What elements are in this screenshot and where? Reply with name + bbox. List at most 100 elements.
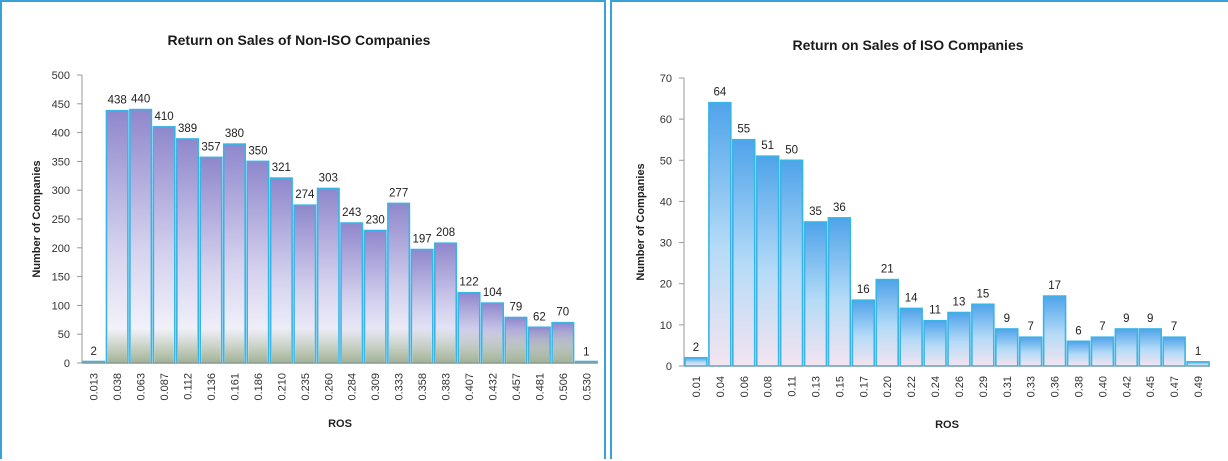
bar bbox=[779, 159, 804, 367]
data-label: 9 bbox=[1147, 313, 1153, 325]
x-tick-label: 0.013 bbox=[89, 373, 101, 401]
bar bbox=[1186, 361, 1210, 367]
data-label: 36 bbox=[833, 202, 846, 214]
x-tick-label: 0.235 bbox=[300, 373, 312, 401]
x-tick-label: 0.24 bbox=[930, 376, 942, 397]
bar bbox=[152, 126, 176, 364]
bar bbox=[684, 356, 708, 367]
data-label: 1 bbox=[1195, 346, 1201, 358]
data-label: 7 bbox=[1171, 321, 1177, 333]
bar-base-shade bbox=[84, 361, 104, 363]
bar-base-shade bbox=[201, 328, 221, 363]
data-label: 50 bbox=[785, 144, 798, 156]
x-tick-label: 0.04 bbox=[715, 376, 727, 397]
y-axis-label: Number of Companies bbox=[31, 160, 43, 277]
y-tick-label: 60 bbox=[660, 114, 672, 126]
y-tick-label: 20 bbox=[660, 279, 672, 291]
data-label: 14 bbox=[905, 292, 918, 304]
data-label: 79 bbox=[510, 301, 523, 313]
y-tick-label: 100 bbox=[52, 300, 70, 312]
bar-base-shade bbox=[459, 328, 479, 363]
bar bbox=[1042, 295, 1067, 367]
data-label: 243 bbox=[342, 207, 361, 219]
bar bbox=[129, 108, 153, 364]
bar bbox=[1162, 336, 1186, 367]
data-label: 277 bbox=[389, 187, 408, 199]
bar-base-shade bbox=[529, 328, 550, 363]
data-label: 17 bbox=[1048, 280, 1061, 292]
data-label: 1 bbox=[583, 346, 589, 358]
data-label: 35 bbox=[809, 206, 822, 218]
x-tick-label: 0.038 bbox=[112, 373, 124, 401]
data-label: 21 bbox=[881, 264, 894, 276]
data-label: 230 bbox=[366, 215, 385, 227]
bar-base-shade bbox=[130, 328, 151, 363]
x-tick-label: 0.47 bbox=[1169, 376, 1181, 397]
non-iso-chart: Return on Sales of Non-ISO Companies Numb… bbox=[31, 32, 598, 430]
x-tick-label: 0.15 bbox=[834, 376, 846, 397]
x-tick-label: 0.31 bbox=[1002, 376, 1014, 397]
y-tick-label: 30 bbox=[660, 238, 672, 250]
chart-title: Return on Sales of Non-ISO Companies bbox=[168, 32, 431, 48]
data-label: 321 bbox=[272, 162, 291, 174]
data-label: 274 bbox=[295, 189, 315, 201]
bar bbox=[803, 221, 828, 367]
x-tick-label: 0.358 bbox=[417, 373, 429, 401]
bar bbox=[1090, 336, 1115, 367]
x-tick-label: 0.309 bbox=[370, 373, 382, 401]
x-tick-label: 0.20 bbox=[882, 376, 894, 397]
bar-base-shade bbox=[295, 328, 315, 363]
data-label: 389 bbox=[178, 123, 197, 135]
x-tick-label: 0.136 bbox=[206, 373, 218, 401]
bar bbox=[1066, 340, 1091, 367]
bar bbox=[1018, 336, 1043, 367]
data-label: 62 bbox=[533, 311, 546, 323]
data-label: 440 bbox=[131, 94, 150, 106]
x-tick-label: 0.530 bbox=[581, 373, 593, 401]
x-tick-label: 0.38 bbox=[1074, 376, 1086, 397]
bar bbox=[851, 299, 876, 367]
x-tick-label: 0.26 bbox=[954, 376, 966, 397]
data-label: 7 bbox=[1027, 321, 1033, 333]
x-tick-label: 0.407 bbox=[464, 373, 476, 401]
x-tick-label: 0.08 bbox=[763, 376, 775, 397]
x-axis-label: ROS bbox=[328, 418, 352, 430]
y-tick-label: 50 bbox=[660, 155, 672, 167]
x-tick-label: 0.42 bbox=[1121, 376, 1133, 397]
y-tick-label: 300 bbox=[52, 185, 70, 197]
data-label: 303 bbox=[319, 172, 338, 184]
x-tick-label: 0.383 bbox=[441, 373, 453, 401]
x-tick-label: 0.506 bbox=[558, 373, 570, 401]
x-tick-label: 0.481 bbox=[534, 373, 546, 401]
data-label: 11 bbox=[929, 305, 941, 317]
bar-base-shade bbox=[365, 328, 385, 363]
data-label: 380 bbox=[225, 128, 244, 140]
x-tick-label: 0.186 bbox=[253, 373, 265, 401]
chart-panel-iso: Return on Sales of ISO Companies Number o… bbox=[610, 0, 1228, 459]
bar-base-shade bbox=[435, 328, 456, 363]
x-axis-label: ROS bbox=[935, 419, 959, 431]
x-tick-label: 0.45 bbox=[1145, 376, 1157, 397]
data-label: 197 bbox=[412, 234, 431, 246]
bar-base-shade bbox=[107, 328, 127, 363]
data-label: 16 bbox=[857, 284, 870, 296]
bar-base-shade bbox=[177, 328, 198, 363]
bar-base-shade bbox=[576, 361, 596, 363]
x-tick-label: 0.40 bbox=[1097, 376, 1109, 397]
x-tick-label: 0.01 bbox=[691, 376, 703, 397]
data-label: 9 bbox=[1004, 313, 1010, 325]
data-label: 6 bbox=[1075, 325, 1081, 337]
y-tick-label: 350 bbox=[52, 156, 70, 168]
bar-base-shade bbox=[342, 328, 362, 363]
bar bbox=[899, 307, 923, 367]
data-label: 410 bbox=[154, 111, 173, 123]
y-tick-label: 50 bbox=[58, 329, 70, 341]
y-tick-label: 0 bbox=[666, 361, 672, 373]
bar-base-shade bbox=[224, 328, 245, 363]
x-tick-label: 0.29 bbox=[978, 376, 990, 397]
bar-base-shade bbox=[388, 328, 409, 363]
x-tick-label: 0.457 bbox=[511, 373, 523, 401]
y-tick-label: 10 bbox=[660, 320, 672, 332]
bar-base-shade bbox=[318, 328, 338, 363]
bar bbox=[1114, 328, 1139, 367]
